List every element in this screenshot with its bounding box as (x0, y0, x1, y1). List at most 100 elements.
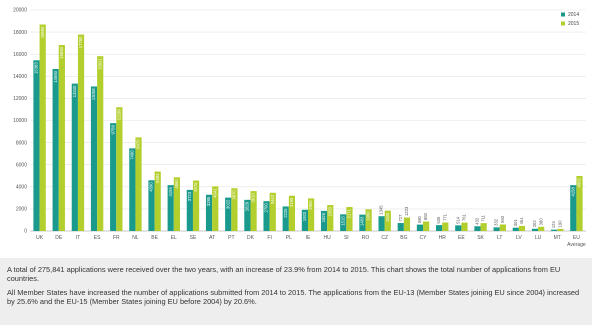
bar-2014-13 (282, 206, 289, 231)
bar-2014-6 (148, 180, 155, 231)
x-tick-label: SI (344, 235, 349, 241)
y-tick-label: 12000 (13, 96, 27, 102)
legend-swatch-2014 (561, 12, 565, 17)
bar-2014-11 (244, 199, 251, 231)
legend-label-2015: 2015 (568, 21, 579, 27)
x-tick-label: LV (516, 235, 522, 241)
data-label: 332 (494, 218, 499, 226)
bar-2015-16 (346, 207, 353, 231)
bar-2015-20 (423, 221, 430, 231)
data-label: 124 (551, 221, 556, 229)
x-tick-label: DE (55, 235, 63, 241)
data-label: 190 (557, 220, 562, 228)
bar-2014-10 (225, 197, 232, 231)
x-tick-label: EE (458, 235, 465, 241)
bar-2015-9 (212, 186, 219, 231)
bar-2015-27 (557, 228, 564, 231)
legend-label-2014: 2014 (568, 12, 579, 18)
bar-2014-21 (436, 225, 443, 231)
data-label: 771 (442, 213, 447, 221)
bar-2014-22 (455, 225, 462, 231)
bar-2015-7 (173, 177, 180, 231)
bar-2014-17 (359, 214, 366, 231)
data-label: 3022 (225, 199, 230, 209)
bar-2014-23 (474, 226, 481, 231)
x-tick-label: IT (76, 235, 80, 241)
bar-2014-9 (205, 194, 213, 231)
y-tick-label: 4000 (16, 185, 27, 191)
data-label: 461 (519, 217, 524, 225)
data-label: 14660 (53, 70, 58, 82)
data-label: 514 (455, 216, 460, 224)
bar-2014-16 (340, 214, 347, 231)
data-label: 2171 (347, 208, 352, 218)
data-label: 1483 (360, 216, 365, 226)
x-tick-label: UK (36, 235, 44, 241)
bar-2015-23 (480, 223, 487, 231)
x-tick-label: PT (228, 235, 234, 241)
x-tick-label: DK (247, 235, 255, 241)
data-label: 4590 (149, 182, 154, 192)
bar-2014-0 (33, 60, 40, 232)
x-tick-label: SK (477, 235, 484, 241)
x-tick-label: BE (151, 235, 158, 241)
bar-2014-19 (397, 223, 404, 231)
bar-2015-1 (58, 45, 65, 231)
data-label: 1345 (379, 205, 384, 215)
y-tick-label: 10000 (13, 118, 27, 124)
y-tick-label: 14000 (13, 74, 27, 80)
x-tick-label: AT (209, 235, 215, 241)
data-label: 535 (436, 216, 441, 224)
data-label: 15821 (97, 58, 102, 70)
bar-2014-18 (378, 216, 385, 231)
data-label: 3870 (232, 190, 237, 200)
bar-2015-12 (269, 192, 276, 231)
data-label: 15383 (34, 62, 39, 74)
x-tick-label: RO (362, 235, 370, 241)
data-label: 5383 (155, 173, 160, 183)
bar-2015-8 (192, 180, 200, 231)
bar-2015-19 (403, 217, 411, 231)
x-tick-label: EL (171, 235, 177, 241)
caption-box: A total of 275,841 applications were rec… (0, 258, 592, 325)
bar-2015-2 (77, 34, 85, 231)
x-tick-label: HU (324, 235, 332, 241)
bar-2015-26 (538, 226, 545, 231)
bar-2015-3 (97, 56, 104, 232)
y-tick-label: 2000 (16, 207, 27, 213)
x-tick-label: BG (400, 235, 407, 241)
bar-2015-4 (116, 107, 123, 231)
data-label: 8470 (136, 139, 141, 149)
data-label: 727 (398, 214, 403, 222)
bar-2014-28 (570, 185, 577, 231)
x-tick-label: SE (190, 235, 197, 241)
bar-2014-3 (90, 86, 98, 231)
bar-2015-17 (365, 209, 372, 231)
bar-2014-2 (71, 83, 78, 231)
data-label: 1515 (340, 216, 345, 226)
chart-svg: 0 2000 4000 6000 8000 10000 12000 14000 16000 180… (13, 8, 586, 248)
bar-2014-1 (52, 69, 59, 231)
bar-2015-25 (518, 225, 526, 231)
x-tick-label: FR (113, 235, 120, 241)
data-label: 711 (481, 214, 486, 221)
data-label: 593 (500, 215, 505, 223)
data-label: 860 (423, 212, 428, 220)
data-label: 13058 (91, 88, 96, 100)
bar-2015-28 (576, 175, 583, 231)
data-label: 4158 (570, 186, 575, 196)
data-label: 380 (538, 218, 543, 226)
bar-2014-15 (320, 210, 328, 231)
data-label: 9758 (110, 124, 115, 134)
bar-2014-5 (129, 148, 136, 231)
x-tick-label: FI (267, 235, 271, 241)
bar-2015-21 (442, 222, 449, 231)
bar-2015-6 (154, 171, 161, 231)
legend-swatch-2015 (561, 21, 565, 26)
data-label: 2829 (244, 201, 249, 211)
bar-2015-18 (384, 210, 391, 231)
bar-2015-11 (250, 191, 257, 231)
bar-2014-12 (263, 201, 270, 231)
x-tick-label: CY (420, 235, 428, 241)
data-label: 4860 (174, 179, 179, 189)
